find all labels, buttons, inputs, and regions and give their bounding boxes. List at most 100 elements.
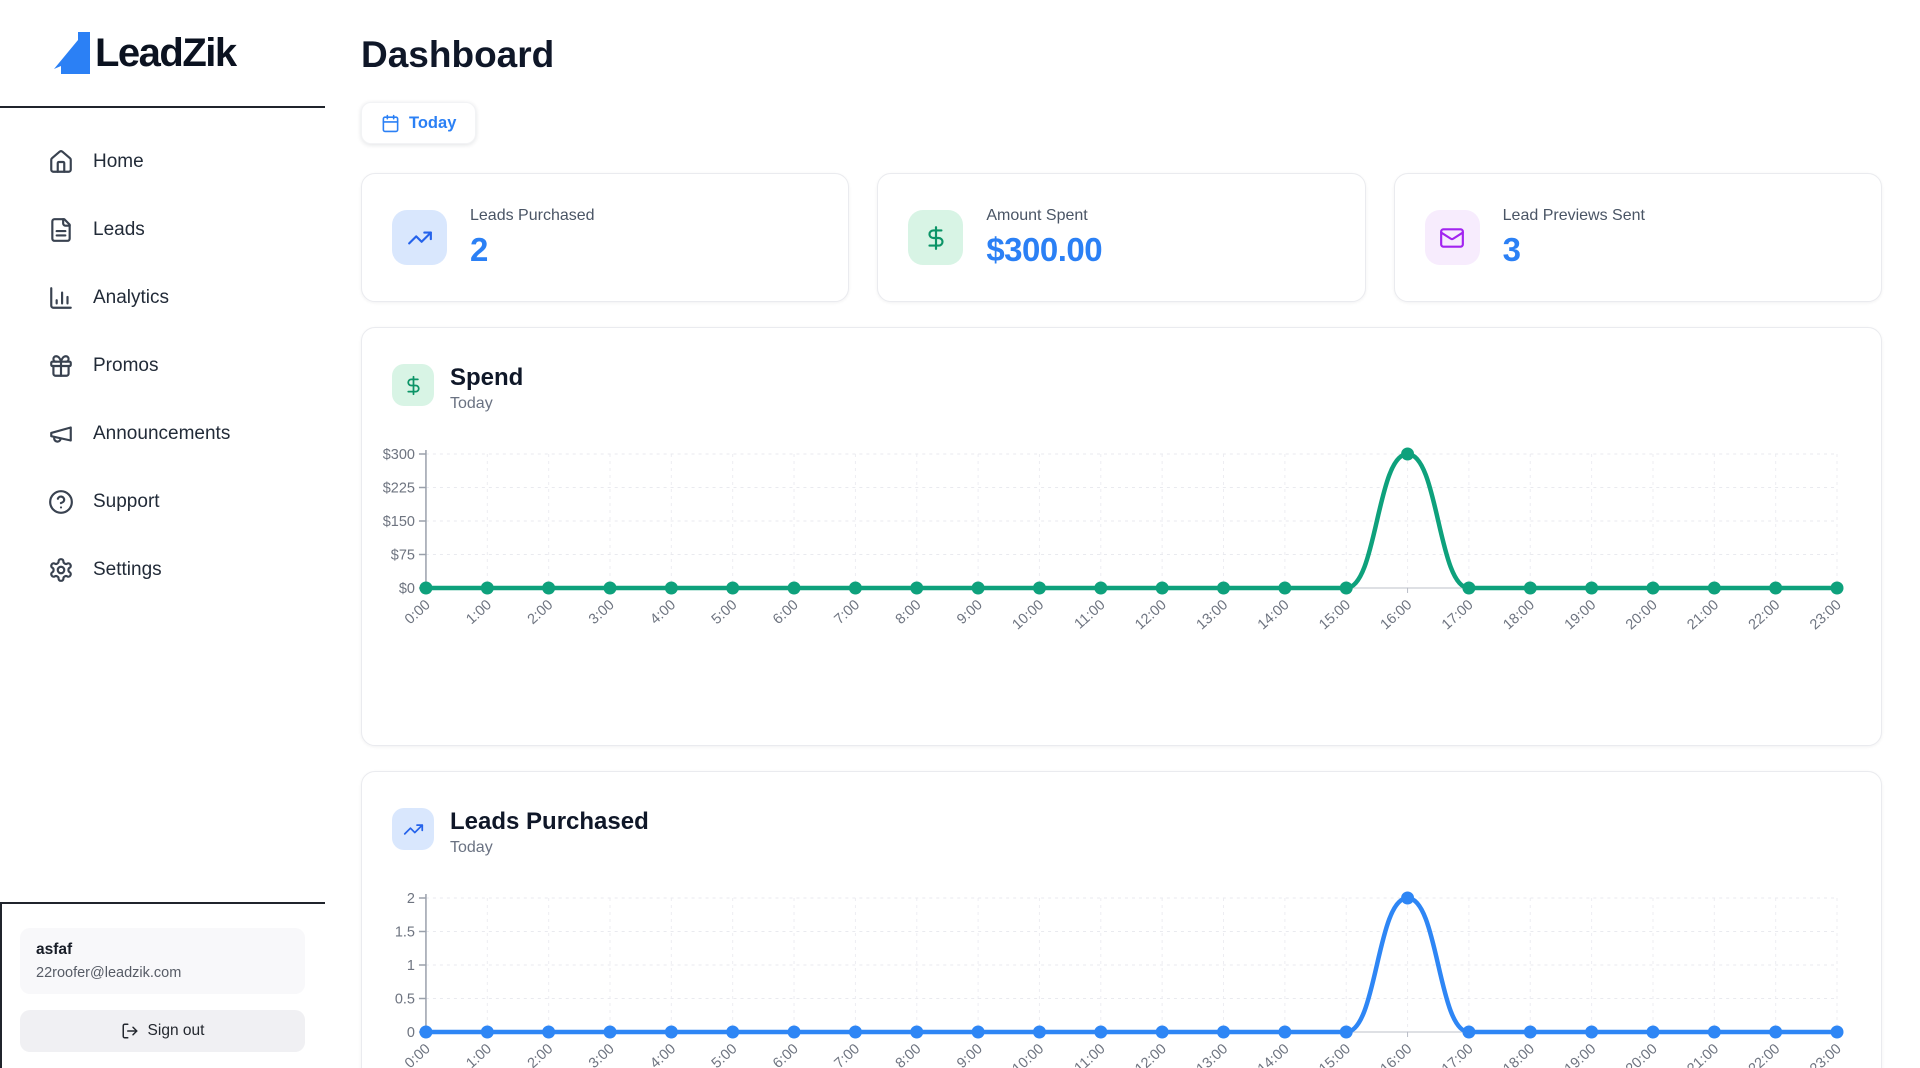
svg-text:$225: $225: [383, 480, 415, 496]
svg-text:21:00: 21:00: [1684, 597, 1722, 633]
date-filter-label: Today: [409, 113, 457, 132]
svg-text:18:00: 18:00: [1500, 597, 1538, 633]
chart-title: Spend: [450, 364, 524, 391]
svg-text:13:00: 13:00: [1194, 597, 1232, 633]
svg-text:14:00: 14:00: [1255, 597, 1293, 633]
logo-triangle-icon: [54, 32, 90, 74]
dollar-icon: [908, 210, 964, 265]
svg-text:0:00: 0:00: [402, 1041, 434, 1068]
chart-header: Spend Today: [386, 364, 1851, 413]
svg-text:$150: $150: [383, 514, 415, 530]
svg-text:9:00: 9:00: [954, 1041, 986, 1068]
page-title: Dashboard: [361, 34, 555, 75]
svg-text:19:00: 19:00: [1562, 597, 1600, 633]
svg-text:1: 1: [407, 958, 415, 974]
gear-icon: [48, 557, 74, 583]
sidebar-item-home[interactable]: Home: [48, 142, 325, 182]
svg-text:11:00: 11:00: [1072, 1041, 1109, 1068]
svg-text:3:00: 3:00: [586, 1041, 618, 1068]
calendar-icon: [381, 114, 400, 133]
svg-text:6:00: 6:00: [770, 597, 802, 628]
svg-text:18:00: 18:00: [1500, 1041, 1538, 1068]
svg-text:0:00: 0:00: [402, 597, 434, 628]
stats-row: Leads Purchased 2 Amount Spent $300.00 L…: [361, 173, 1882, 302]
svg-text:22:00: 22:00: [1746, 1041, 1784, 1068]
sidebar-item-promos[interactable]: Promos: [48, 346, 325, 386]
svg-text:1.5: 1.5: [395, 924, 415, 940]
svg-text:23:00: 23:00: [1807, 1041, 1845, 1068]
sidebar-item-announcements[interactable]: Announcements: [48, 414, 325, 454]
trending-up-icon: [392, 808, 434, 850]
svg-text:13:00: 13:00: [1194, 1041, 1232, 1068]
sidebar-item-settings[interactable]: Settings: [48, 550, 325, 590]
sidebar-item-support[interactable]: Support: [48, 482, 325, 522]
svg-text:23:00: 23:00: [1807, 597, 1845, 633]
svg-text:$0: $0: [399, 581, 415, 597]
svg-text:11:00: 11:00: [1072, 597, 1109, 632]
stat-card-lead-previews-sent: Lead Previews Sent 3: [1393, 173, 1882, 302]
stat-label: Amount Spent: [986, 206, 1088, 224]
logo[interactable]: LeadZik: [0, 0, 325, 108]
svg-text:12:00: 12:00: [1132, 1041, 1170, 1068]
svg-text:1:00: 1:00: [463, 1041, 495, 1068]
sign-out-label: Sign out: [147, 1022, 205, 1039]
stat-card-amount-spent: Amount Spent $300.00: [877, 173, 1366, 302]
svg-text:17:00: 17:00: [1439, 1041, 1477, 1068]
svg-text:7:00: 7:00: [831, 1041, 863, 1068]
stat-value: $300.00: [986, 230, 1103, 268]
svg-text:8:00: 8:00: [893, 1041, 925, 1068]
svg-text:$300: $300: [383, 447, 415, 463]
leads-purchased-line-chart: 00.511.520:00 1:00 2:00 3:00 4:00 5:00 6:00 7:0…: [395, 891, 1845, 1068]
svg-text:8:00: 8:00: [893, 597, 925, 628]
stat-value: 3: [1502, 230, 1521, 268]
user-name: asfaf: [36, 941, 73, 958]
svg-text:2:00: 2:00: [525, 597, 557, 628]
svg-text:19:00: 19:00: [1562, 1041, 1600, 1068]
sidebar-item-label: Announcements: [93, 423, 231, 444]
help-circle-icon: [48, 489, 74, 515]
svg-text:12:00: 12:00: [1132, 597, 1170, 633]
date-filter-button[interactable]: Today: [361, 102, 477, 144]
chart-title: Leads Purchased: [450, 808, 649, 835]
sign-out-button[interactable]: Sign out: [20, 1010, 305, 1052]
sidebar-item-label: Home: [93, 151, 144, 172]
svg-text:20:00: 20:00: [1623, 597, 1661, 633]
leads-purchased-chart-card: Leads Purchased Today 0 0.5 1 1.5 2 0:00 1:00 2…: [361, 771, 1882, 1068]
svg-text:$75: $75: [391, 547, 415, 563]
sidebar-nav: Home Leads Analytics Promos Announcement…: [0, 108, 325, 590]
svg-text:15:00: 15:00: [1316, 597, 1354, 633]
sidebar-item-analytics[interactable]: Analytics: [48, 278, 325, 318]
chart-header: Leads Purchased Today: [386, 808, 1851, 857]
svg-text:10:00: 10:00: [1010, 1041, 1048, 1068]
svg-text:21:00: 21:00: [1684, 1041, 1722, 1068]
svg-text:4:00: 4:00: [647, 597, 679, 628]
logo-text: LeadZik: [95, 30, 237, 75]
megaphone-icon: [48, 421, 74, 447]
svg-text:7:00: 7:00: [831, 597, 863, 628]
chart-subtitle: Today: [450, 395, 493, 412]
svg-text:15:00: 15:00: [1316, 1041, 1354, 1068]
svg-text:22:00: 22:00: [1746, 597, 1784, 633]
svg-text:4:00: 4:00: [647, 1041, 679, 1068]
svg-text:1:00: 1:00: [463, 597, 495, 628]
svg-text:3:00: 3:00: [586, 597, 618, 628]
chart-subtitle: Today: [450, 839, 493, 856]
stat-label: Leads Purchased: [470, 206, 595, 224]
svg-text:16:00: 16:00: [1378, 597, 1416, 633]
sidebar-item-label: Promos: [93, 355, 159, 376]
svg-text:5:00: 5:00: [709, 597, 741, 628]
sidebar-item-label: Leads: [93, 219, 145, 240]
sidebar-item-leads[interactable]: Leads: [48, 210, 325, 250]
dollar-icon: [392, 364, 434, 406]
user-card: asfaf 22roofer@leadzik.com: [20, 928, 305, 994]
user-email: 22roofer@leadzik.com: [36, 965, 182, 981]
spend-chart-card: Spend Today $0 $75 $150 $225 $300 0:00 1:00 2:0…: [361, 327, 1882, 746]
sidebar: LeadZik Home Leads Analytics Promos Anno…: [0, 0, 325, 1068]
mail-icon: [1424, 210, 1480, 265]
svg-text:0.5: 0.5: [395, 991, 415, 1007]
svg-text:14:00: 14:00: [1255, 1041, 1293, 1068]
stat-label: Lead Previews Sent: [1502, 206, 1645, 224]
svg-text:17:00: 17:00: [1439, 597, 1477, 633]
sidebar-item-label: Settings: [93, 559, 162, 580]
sidebar-footer: asfaf 22roofer@leadzik.com Sign out: [0, 902, 325, 1068]
